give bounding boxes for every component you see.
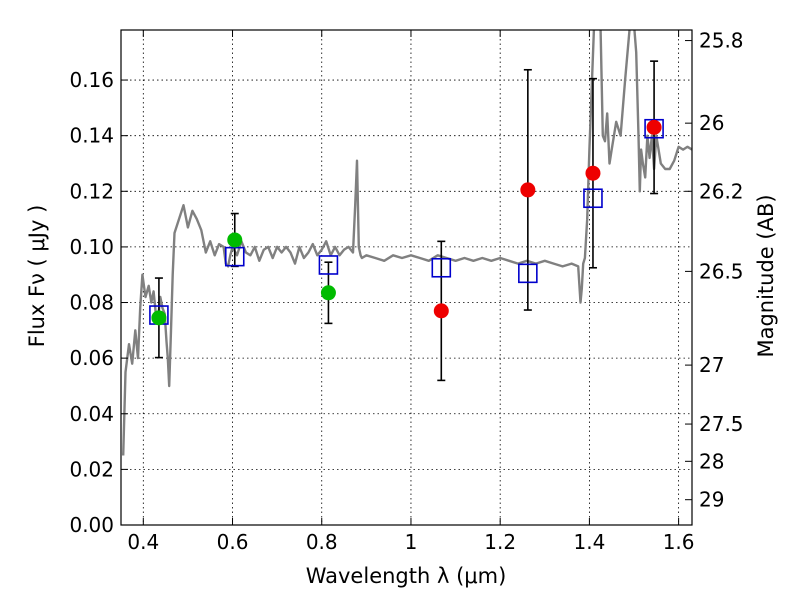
y-tick-label: 0.04 bbox=[69, 402, 114, 426]
model-spectrum-layer bbox=[122, 30, 692, 456]
grid bbox=[121, 30, 692, 525]
y2-tick-label: 29 bbox=[699, 488, 724, 512]
observed-point-red bbox=[520, 182, 536, 198]
x-tick-label: 0.6 bbox=[217, 530, 249, 554]
y-axis-label: Flux Fν ( μJy ) bbox=[25, 205, 49, 348]
y-tick-label: 0.12 bbox=[69, 179, 114, 203]
model-photometry-square bbox=[318, 255, 339, 275]
error-bars bbox=[154, 60, 659, 382]
y-tick-label: 0.02 bbox=[69, 457, 114, 481]
observed-point-green bbox=[320, 285, 336, 301]
y2-tick-label: 25.8 bbox=[699, 29, 744, 53]
y-tick-label: 0.00 bbox=[69, 513, 114, 537]
y2-tick-label: 26.2 bbox=[699, 179, 744, 203]
x-tick-label: 0.4 bbox=[127, 530, 159, 554]
x-tick-label: 1 bbox=[405, 530, 418, 554]
data-points bbox=[149, 118, 664, 326]
y2-tick-label: 26 bbox=[699, 111, 724, 135]
y2-tick-label: 28 bbox=[699, 449, 724, 473]
observed-point-red bbox=[585, 165, 601, 181]
model-photometry-square bbox=[224, 246, 245, 267]
model-photometry-square bbox=[644, 118, 664, 139]
axis-ticks: 0.4 0.6 0.8 1 1.2 1.4 1.6 0.00 0.02 0.04 0.06 0.08 0… bbox=[69, 29, 743, 554]
observed-point-red bbox=[433, 303, 449, 319]
plot-frame bbox=[120, 29, 693, 526]
x-tick-label: 1.2 bbox=[484, 530, 516, 554]
model-spectrum-line bbox=[122, 30, 692, 456]
observed-point-green bbox=[151, 310, 167, 326]
y2-tick-label: 27 bbox=[699, 353, 724, 377]
observed-point-red bbox=[646, 119, 662, 135]
x-tick-label: 1.6 bbox=[663, 530, 695, 554]
model-photometry-square bbox=[431, 257, 452, 278]
observed-point-green bbox=[227, 232, 243, 248]
x-tick-label: 0.8 bbox=[306, 530, 338, 554]
y-tick-label: 0.08 bbox=[69, 291, 114, 315]
y-tick-label: 0.16 bbox=[69, 68, 114, 92]
model-photometry-square bbox=[583, 188, 603, 209]
y2-tick-label: 27.5 bbox=[699, 412, 744, 436]
y2-tick-label: 26.5 bbox=[699, 259, 744, 283]
x-axis-label: Wavelength λ (μm) bbox=[306, 564, 507, 588]
y-tick-label: 0.14 bbox=[69, 124, 114, 148]
y-tick-label: 0.10 bbox=[69, 235, 114, 259]
y-tick-label: 0.06 bbox=[69, 346, 114, 370]
right-axis-label: Magnitude (AB) bbox=[754, 194, 778, 357]
x-tick-label: 1.4 bbox=[573, 530, 605, 554]
model-photometry-square bbox=[518, 263, 538, 284]
